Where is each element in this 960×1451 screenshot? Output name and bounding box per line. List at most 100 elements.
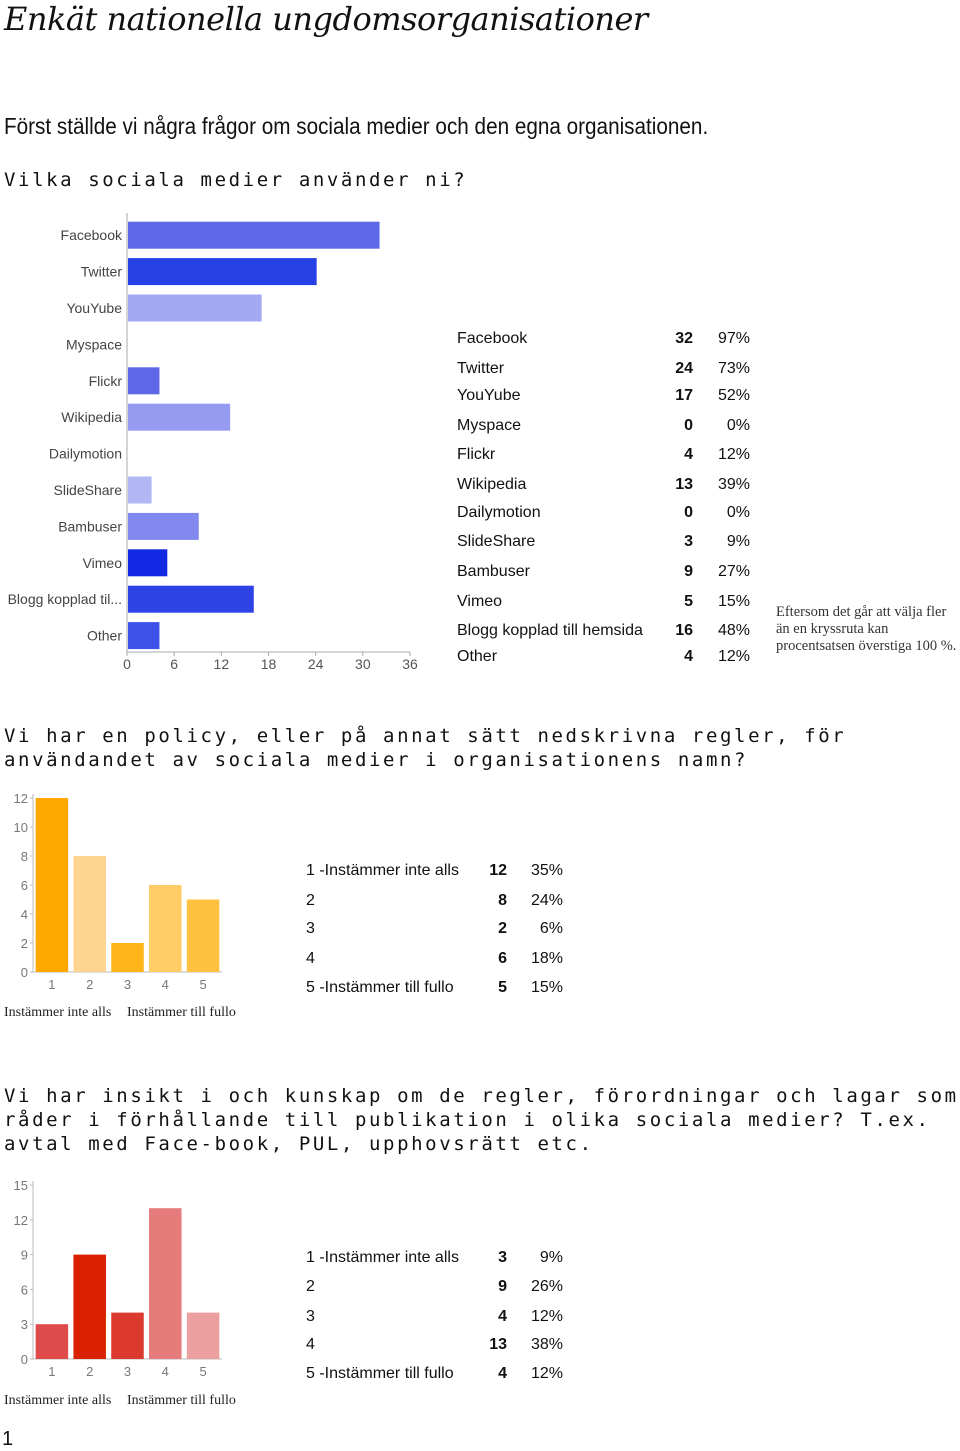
- row-percent: 6%: [539, 920, 563, 937]
- row-label: 1 -Instämmer inte alls: [306, 1249, 459, 1266]
- row-percent: 35%: [530, 862, 563, 879]
- y-tick-label: 12: [14, 791, 28, 806]
- row-percent: 9%: [726, 533, 750, 550]
- row-percent: 15%: [717, 593, 750, 610]
- x-tick-label: 0: [123, 656, 131, 672]
- page-number: 1: [2, 1428, 14, 1450]
- bar: [149, 1208, 182, 1359]
- category-label: Other: [87, 628, 122, 644]
- x-tick-label: 1: [48, 977, 55, 992]
- row-label: SlideShare: [457, 533, 536, 550]
- regulations-scale-right: Instämmer till fullo: [127, 1393, 236, 1408]
- row-percent: 12%: [530, 1308, 563, 1325]
- policy-scale-left: Instämmer inte alls: [4, 1005, 112, 1020]
- x-tick-label: 4: [162, 977, 169, 992]
- row-count: 5: [498, 979, 507, 996]
- page-title: Enkät nationella ungdomsorganisationer: [4, 0, 648, 38]
- row-label: 3: [306, 920, 315, 937]
- y-tick-label: 0: [21, 1352, 28, 1367]
- row-count: 13: [675, 476, 693, 493]
- category-label: Blogg kopplad til...: [8, 591, 122, 607]
- row-label: 3: [306, 1308, 315, 1325]
- x-tick-label: 24: [308, 656, 324, 672]
- row-percent: 73%: [717, 360, 750, 377]
- x-tick-label: 5: [199, 977, 206, 992]
- row-percent: 15%: [530, 979, 563, 996]
- row-label: Dailymotion: [457, 504, 541, 521]
- x-tick-label: 18: [261, 656, 277, 672]
- row-percent: 97%: [717, 330, 750, 347]
- bar: [128, 221, 380, 249]
- y-tick-label: 6: [21, 1282, 28, 1297]
- category-label: Facebook: [61, 227, 123, 243]
- row-count: 3: [498, 1249, 507, 1266]
- row-label: 5 -Instämmer till fullo: [306, 979, 454, 996]
- row-count: 9: [684, 563, 693, 580]
- bar: [128, 403, 231, 431]
- y-tick-label: 9: [21, 1248, 28, 1263]
- x-tick-label: 5: [199, 1364, 206, 1379]
- row-label: Twitter: [457, 360, 505, 377]
- regulations-table: 1 -Instämmer inte alls 3 9% 2 9 26% 3 4 12% 4 13 38…: [306, 1249, 576, 1389]
- row-label: Wikipedia: [457, 476, 527, 493]
- row-percent: 38%: [530, 1336, 563, 1353]
- row-percent: 48%: [717, 622, 750, 639]
- row-label: 1 -Instämmer inte alls: [306, 862, 459, 879]
- row-count: 3: [684, 533, 693, 550]
- row-count: 16: [675, 622, 693, 639]
- category-label: Wikipedia: [61, 409, 122, 425]
- bar: [128, 585, 254, 613]
- x-tick-label: 2: [86, 977, 93, 992]
- social-media-table: Facebook 32 97% Twitter 24 73% YouYube 17 52% Mys…: [457, 330, 757, 670]
- row-percent: 24%: [530, 892, 563, 909]
- question-regulations: Vi har insikt i och kunskap om de regler…: [4, 1085, 959, 1155]
- percentage-note: Eftersom det går att välja fler än en kr…: [776, 604, 957, 654]
- row-percent: 39%: [717, 476, 750, 493]
- y-tick-label: 0: [21, 965, 28, 980]
- row-label: Bambuser: [457, 563, 530, 580]
- row-count: 4: [498, 1308, 507, 1325]
- bar: [128, 476, 152, 504]
- bar: [128, 367, 160, 395]
- bar: [128, 549, 168, 577]
- row-percent: 26%: [530, 1278, 563, 1295]
- row-count: 0: [684, 417, 693, 434]
- row-count: 9: [498, 1278, 507, 1295]
- x-tick-label: 3: [124, 977, 131, 992]
- x-tick-label: 4: [162, 1364, 169, 1379]
- x-tick-label: 30: [355, 656, 371, 672]
- bar: [111, 1312, 144, 1359]
- row-label: Other: [457, 648, 498, 665]
- y-tick-label: 3: [21, 1317, 28, 1332]
- category-label: Bambuser: [58, 518, 122, 534]
- row-count: 13: [489, 1336, 507, 1353]
- x-tick-label: 1: [48, 1364, 55, 1379]
- bar: [73, 1254, 106, 1359]
- x-tick-label: 36: [402, 656, 418, 672]
- intro-text: Först ställde vi några frågor om sociala…: [4, 113, 709, 139]
- y-tick-label: 6: [21, 878, 28, 893]
- social-media-bar-chart: Facebook Twitter YouYube Myspace Flickr Wikip…: [8, 213, 418, 672]
- category-label: SlideShare: [54, 482, 123, 498]
- row-label: 2: [306, 892, 315, 909]
- row-count: 8: [498, 892, 507, 909]
- category-label: Vimeo: [83, 555, 123, 571]
- row-label: 4: [306, 950, 315, 967]
- row-label: 4: [306, 1336, 315, 1353]
- row-label: YouYube: [457, 387, 521, 404]
- bar: [128, 622, 160, 650]
- y-tick-label: 12: [14, 1213, 28, 1228]
- y-tick-label: 10: [14, 820, 28, 835]
- y-tick-label: 8: [21, 849, 28, 864]
- row-label: Myspace: [457, 417, 522, 434]
- row-label: Flickr: [457, 446, 496, 463]
- bar: [35, 798, 69, 972]
- category-label: Dailymotion: [49, 446, 122, 462]
- bar: [128, 512, 199, 540]
- row-count: 0: [684, 504, 693, 521]
- category-label: Flickr: [89, 373, 123, 389]
- x-tick-label: 6: [170, 656, 178, 672]
- row-label: 5 -Instämmer till fullo: [306, 1365, 454, 1382]
- x-tick-label: 3: [124, 1364, 131, 1379]
